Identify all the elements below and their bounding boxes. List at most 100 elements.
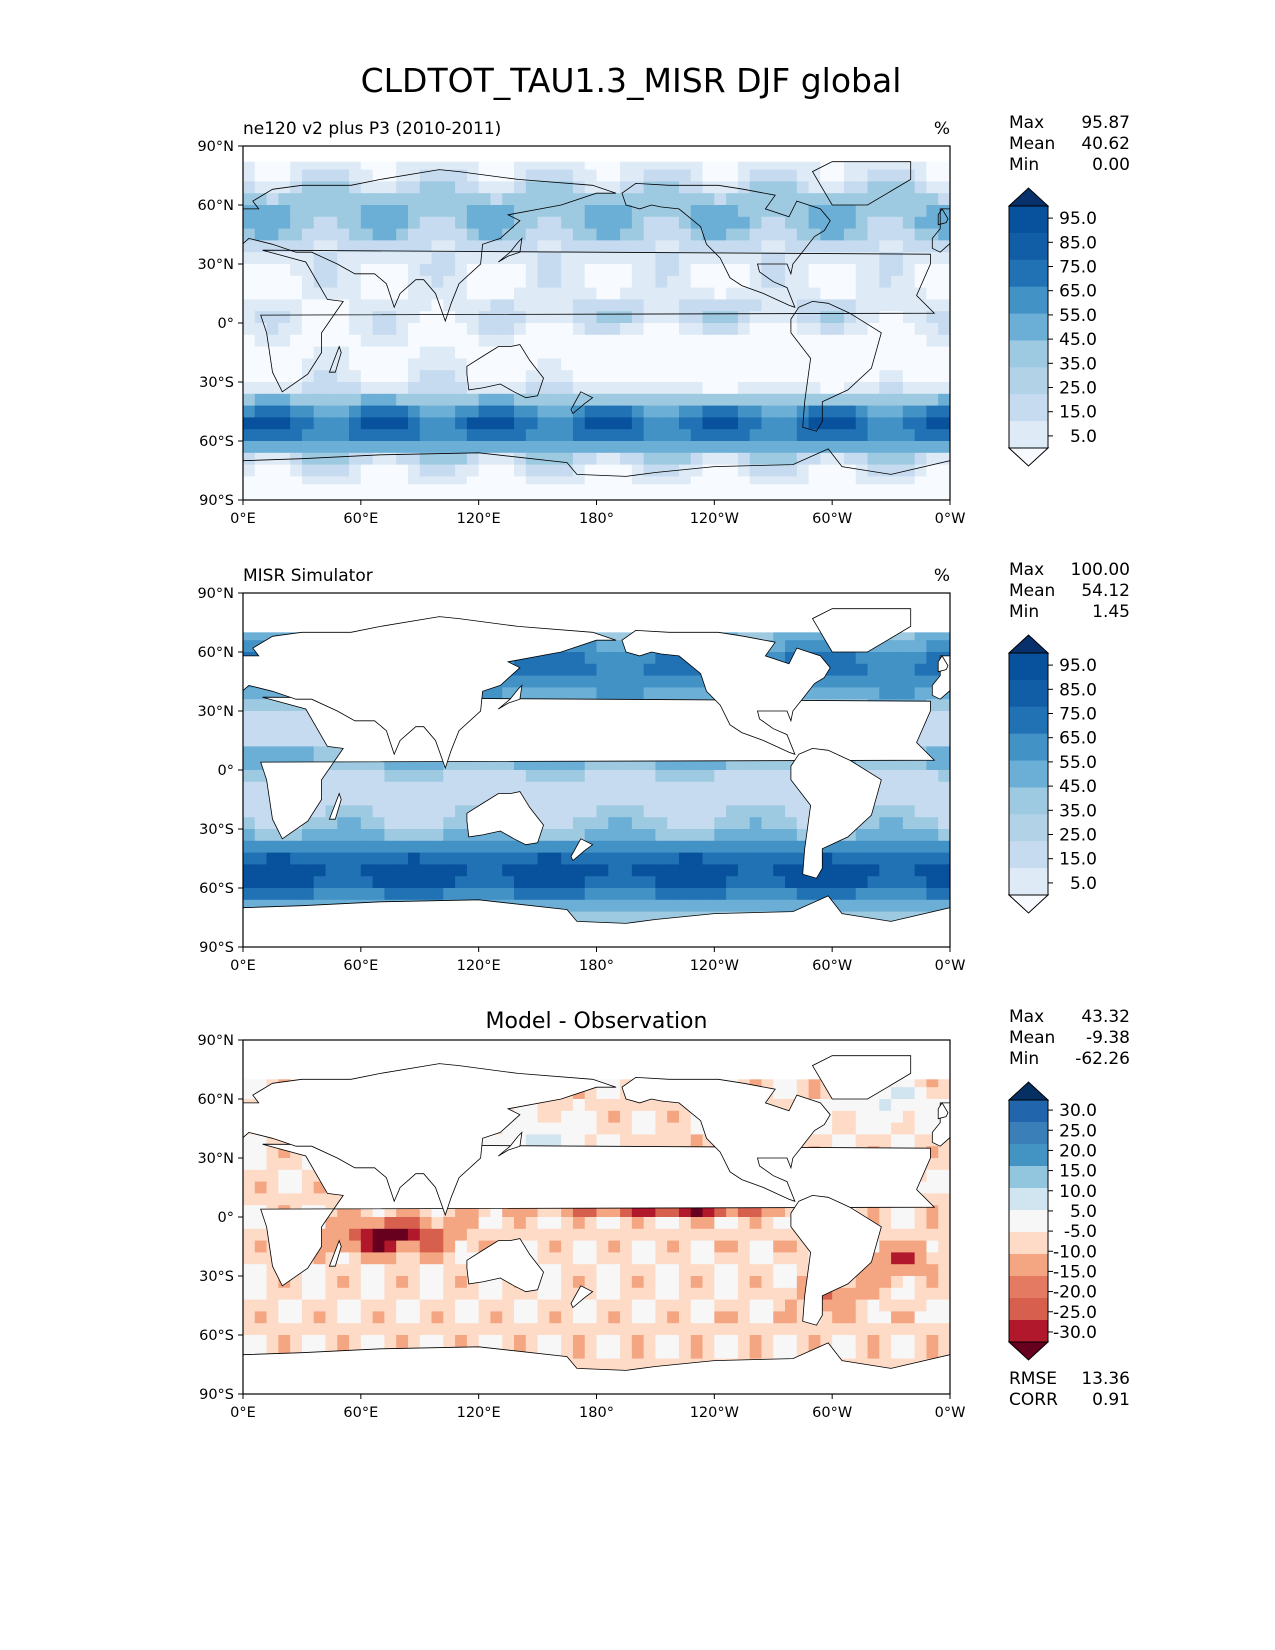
field-cell [914,311,928,324]
field-cell [514,452,527,466]
field-cell [360,464,374,477]
field-cell [808,346,821,359]
field-cell [914,323,928,336]
colorbar-label: 85.0 [1059,680,1097,700]
field-cell [537,299,550,312]
field-cell [749,405,763,418]
field-cell [678,793,692,806]
colorbar-label: 65.0 [1059,729,1097,749]
colorbar-label: 95.0 [1059,209,1097,229]
field-cell [466,1240,480,1253]
field-cell [584,1134,598,1147]
field-cell [372,358,385,371]
field-cell [372,1240,385,1253]
y-tick-label: 30°N [197,257,234,273]
field-cell [254,1240,268,1253]
field-cell [561,840,574,854]
field-cell [349,275,362,289]
field-cell [290,876,303,889]
field-cell [514,358,527,371]
field-cell [879,888,892,901]
field-cell [620,358,633,371]
field-cell [384,287,397,300]
field-cell [278,734,291,747]
field-cell [737,1228,751,1242]
field-cell [938,793,950,806]
field-cell [254,334,268,348]
field-cell [737,169,751,182]
field-cell [372,311,385,324]
field-cell [372,393,385,407]
field-cell [843,370,857,383]
field-cell [655,264,668,277]
field-cell [631,817,645,830]
field-cell [596,264,609,277]
field-cell [608,864,621,877]
field-cell [808,417,821,430]
field-cell [384,228,397,241]
field-cell [631,334,645,348]
field-cell [372,1252,385,1265]
field-cell [455,452,468,466]
field-cell [785,216,798,230]
colorbar-label: 75.0 [1059,705,1097,725]
field-cell [902,1134,916,1147]
field-cell [490,181,503,194]
field-cell [278,334,291,348]
field-cell [313,429,327,442]
field-cell [525,287,539,300]
field-cell [372,382,385,395]
coastline-aus [1174,345,1251,398]
field-cell [902,1205,916,1218]
field-cell [525,781,539,795]
field-cell [337,817,350,830]
field-cell [290,299,303,312]
field-cell [678,275,692,289]
field-cell [266,264,279,277]
field-cell [372,240,385,253]
field-cell [419,323,433,336]
field-cell [891,687,904,700]
field-cell [690,876,704,889]
x-tick-label: 0°E [230,958,256,974]
field-cell [737,346,751,359]
field-cell [796,287,810,300]
field-cell [360,299,374,312]
field-cell [349,1252,362,1265]
field-cell [785,852,798,865]
field-cell [902,382,916,395]
field-cell [820,675,833,688]
field-cell [737,1252,751,1265]
field-cell [443,405,456,418]
field-cell [396,323,409,336]
field-cell [620,1228,633,1242]
field-cell [938,476,950,489]
field-cell [490,452,503,466]
field-cell [761,793,774,806]
field-cell [667,888,680,901]
field-cell [360,417,374,430]
field-cell [466,876,480,889]
field-cell [902,876,916,889]
field-cell [608,793,621,806]
field-cell [455,393,468,407]
field-cell [584,770,598,783]
field-cell [891,393,904,407]
field-cell [737,429,751,442]
field-cell [726,452,739,466]
field-cell [879,652,892,665]
field-cell [855,429,869,442]
field-cell [914,216,928,230]
field-cell [243,358,256,371]
field-cell [902,864,916,877]
field-cell [655,840,668,854]
field-cell [278,1169,291,1183]
field-cell [443,169,456,182]
field-cell [785,899,798,913]
field-cell [455,864,468,877]
field-cell [678,864,692,877]
antarctic-cap [243,484,950,500]
field-cell [584,370,598,383]
field-cell [702,829,715,842]
field-cell [737,382,751,395]
